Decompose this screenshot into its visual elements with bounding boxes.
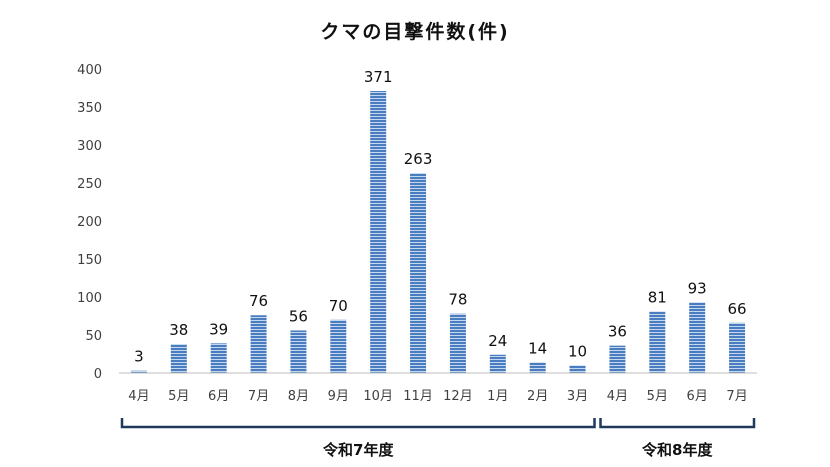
bar — [689, 302, 706, 373]
y-tick-label: 400 — [77, 63, 102, 78]
data-label: 93 — [688, 279, 707, 297]
period-groups: 令和7年度 令和8年度 — [120, 418, 756, 459]
data-label: 263 — [404, 150, 433, 168]
bar — [290, 330, 307, 373]
data-label: 78 — [448, 291, 467, 309]
bar — [210, 343, 227, 373]
data-label: 10 — [568, 342, 587, 360]
data-label: 24 — [488, 332, 507, 350]
data-label: 76 — [249, 292, 268, 310]
x-tick-label: 11月 — [403, 389, 433, 404]
data-label: 81 — [648, 288, 667, 306]
bar — [410, 173, 427, 373]
x-tick-label: 4月 — [607, 389, 628, 404]
data-label: 66 — [728, 300, 747, 318]
y-tick-label: 0 — [94, 367, 102, 382]
x-tick-label: 2月 — [527, 389, 548, 404]
y-tick-label: 200 — [77, 215, 102, 230]
x-tick-label: 9月 — [328, 389, 349, 404]
data-label: 38 — [169, 321, 188, 339]
period-label: 令和7年度 — [323, 441, 394, 459]
bars: 3 38 39 76 56 70 371 263 78 24 14 10 36 81 93 66 — [130, 68, 747, 373]
bar — [170, 344, 187, 373]
x-tick-label: 12月 — [443, 389, 473, 404]
x-tick-label: 6月 — [208, 389, 229, 404]
y-tick-label: 350 — [77, 101, 102, 116]
y-tick-label: 100 — [77, 291, 102, 306]
y-tick-label: 250 — [77, 177, 102, 192]
bar — [529, 362, 546, 373]
bar — [330, 319, 347, 373]
bar — [489, 354, 506, 373]
bar — [130, 370, 147, 373]
bar — [609, 345, 626, 373]
x-tick-label: 1月 — [487, 389, 508, 404]
x-tick-label: 5月 — [168, 389, 189, 404]
bar — [649, 311, 666, 373]
data-label: 56 — [289, 307, 308, 325]
x-tick-label: 7月 — [726, 389, 747, 404]
data-label: 14 — [528, 339, 547, 357]
data-label: 371 — [364, 68, 393, 86]
data-label: 3 — [134, 348, 144, 366]
y-axis: 0 50 100 150 200 250 300 350 400 — [77, 63, 102, 382]
data-label: 36 — [608, 323, 627, 341]
x-axis: 4月 5月 6月 7月 8月 9月 10月 11月 12月 1月 2月 3月 4月 5月 6月 7月 — [119, 372, 757, 404]
period-bracket — [599, 418, 756, 429]
y-tick-label: 50 — [85, 329, 102, 344]
x-tick-label: 3月 — [567, 389, 588, 404]
period-label: 令和8年度 — [642, 441, 713, 459]
bar — [250, 315, 267, 373]
x-tick-label: 7月 — [248, 389, 269, 404]
data-label: 39 — [209, 320, 228, 338]
period-bracket — [120, 418, 596, 429]
y-tick-label: 300 — [77, 139, 102, 154]
bar — [370, 91, 387, 373]
x-tick-label: 5月 — [647, 389, 668, 404]
x-tick-label: 8月 — [288, 389, 309, 404]
data-label: 70 — [329, 297, 348, 315]
x-tick-label: 10月 — [363, 389, 393, 404]
bar — [729, 322, 746, 373]
chart-title: クマの目撃件数(件) — [320, 20, 509, 43]
x-tick-label: 6月 — [687, 389, 708, 404]
x-tick-label: 4月 — [128, 389, 149, 404]
bar — [569, 365, 586, 373]
bar — [449, 313, 466, 373]
y-tick-label: 150 — [77, 253, 102, 268]
